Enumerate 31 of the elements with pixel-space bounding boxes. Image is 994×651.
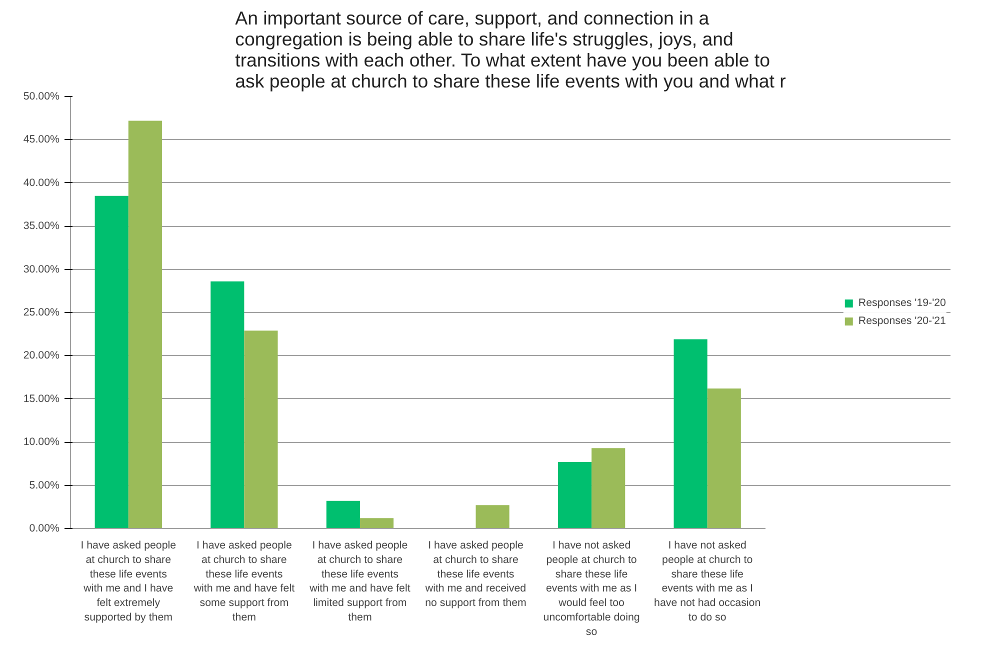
bar (326, 500, 360, 528)
bar (476, 505, 510, 528)
x-tick-label: I have not asked people at church to share these life events with me as I have not had occasion to do so (654, 540, 761, 624)
y-tick-label: 25.00% (23, 306, 60, 318)
y-tick-label: 10.00% (23, 436, 60, 448)
x-tick-label: I have asked people at church to share these life events with me and have felt limited support from them (308, 540, 410, 624)
y-tick-label: 15.00% (23, 392, 60, 405)
bar (94, 196, 128, 528)
y-tick-label: 5.00% (29, 479, 60, 492)
y-tick-label: 20.00% (23, 350, 60, 362)
y-tick-label: 40.00% (23, 176, 60, 189)
x-tick-label: I have asked people at church to share these life events with me and I have felt extremely supported by them (80, 540, 176, 624)
bar (558, 462, 592, 528)
bar (360, 518, 394, 528)
y-tick-label: 30.00% (23, 263, 60, 276)
chart-title: An important source of care, support, and connection in a congregation is being able to share life's struggles, joys, and transitions with each other. To what extent have you been able to ask people at church to share these life events with you and what r (235, 8, 786, 92)
y-tick-label: 50.00% (23, 90, 60, 102)
bar (592, 448, 626, 528)
bar (674, 339, 708, 528)
legend-label: Responses '20-'21 (858, 315, 946, 327)
bar (244, 330, 278, 528)
y-tick-label: 45.00% (23, 134, 60, 146)
bar (707, 388, 741, 528)
x-tick-label: I have asked people at church to share these life events with me and have felt some support from them (192, 540, 295, 624)
legend-label: Responses '19-'20 (858, 297, 946, 309)
x-tick-label: I have asked people at church to share these life events with me and received no support from them (424, 540, 527, 610)
bar (210, 281, 244, 528)
bar (128, 120, 162, 528)
y-tick-label: 0.00% (29, 522, 60, 534)
y-tick-label: 35.00% (23, 220, 60, 232)
x-tick-label: I have not asked people at church to share these life events with me as I would feel too uncomfortable doing so (543, 540, 640, 638)
